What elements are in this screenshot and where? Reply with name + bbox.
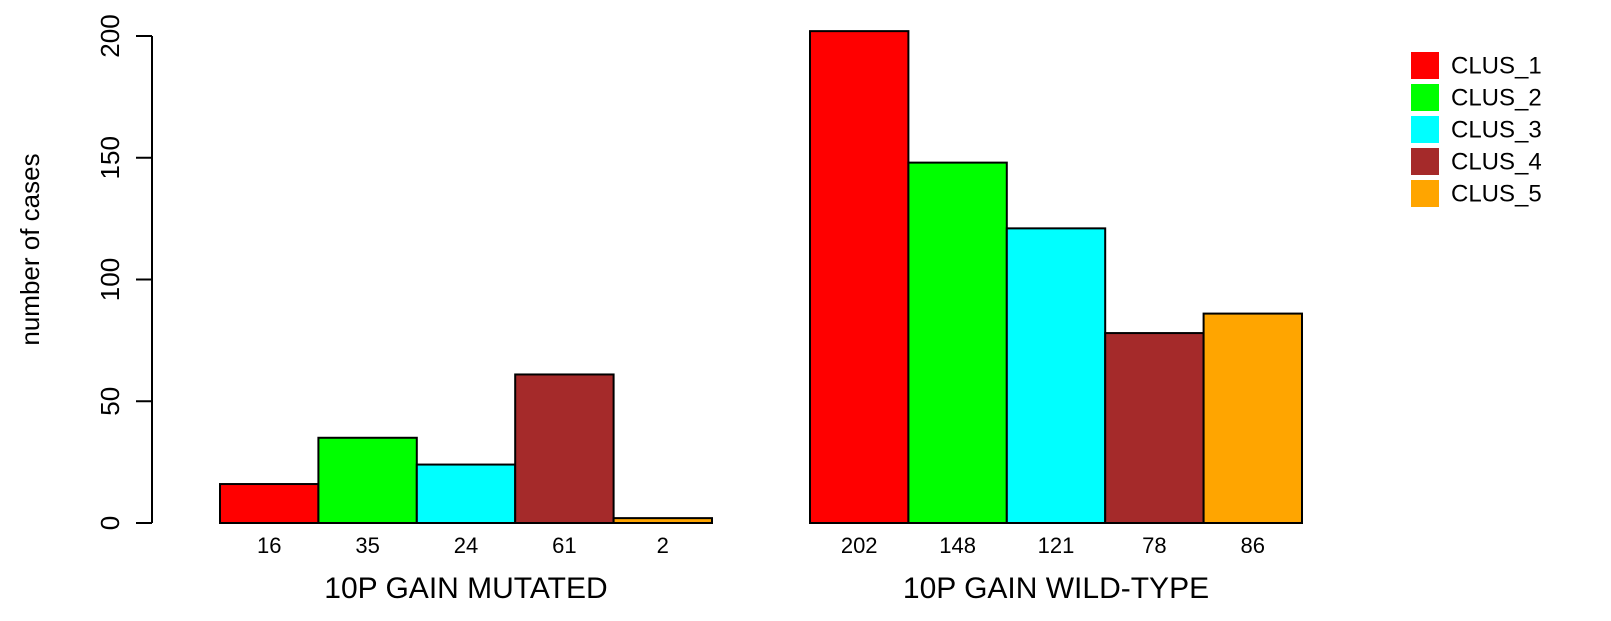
y-axis: 0 50 100 150 200 (95, 14, 153, 530)
legend-label-clus_5: CLUS_5 (1451, 181, 1542, 208)
y-tick-label: 0 (95, 516, 125, 530)
bar-1-clus_1 (809, 30, 910, 524)
legend-swatch-clus_3 (1411, 116, 1439, 143)
y-axis-title: number of cases (15, 153, 45, 345)
bar-0-clus_5 (612, 517, 713, 525)
legend-label-clus_1: CLUS_1 (1451, 53, 1542, 80)
group-label: 10P GAIN MUTATED (324, 572, 607, 605)
y-tick-label: 150 (95, 136, 125, 179)
y-tick-label: 200 (95, 14, 125, 57)
bar-1-clus_4 (1104, 332, 1205, 524)
legend-swatch-clus_5 (1411, 180, 1439, 207)
legend-swatch-clus_2 (1411, 84, 1439, 111)
bar-count-label: 121 (1038, 533, 1075, 558)
legend-label-clus_3: CLUS_3 (1451, 117, 1542, 144)
legend-swatch-clus_1 (1411, 52, 1439, 79)
bar-1-clus_2 (907, 161, 1008, 524)
bar-count-label: 78 (1142, 533, 1166, 558)
bar-count-label: 24 (454, 533, 478, 558)
bar-0-clus_4 (514, 373, 615, 524)
bar-1-clus_5 (1202, 312, 1303, 524)
bars (219, 30, 1303, 525)
bar-count-label: 86 (1241, 533, 1265, 558)
group-label: 10P GAIN WILD-TYPE (903, 572, 1209, 605)
bar-count-label: 61 (552, 533, 576, 558)
bar-count-label: 35 (355, 533, 379, 558)
y-tick-label: 100 (95, 258, 125, 301)
y-tick-label: 50 (95, 387, 125, 416)
bar-count-label: 202 (841, 533, 878, 558)
bar-count-label: 2 (657, 533, 669, 558)
group-labels: 10P GAIN MUTATED 10P GAIN WILD-TYPE (324, 572, 1209, 605)
bar-count-label: 148 (939, 533, 976, 558)
count-labels: 16 35 24 61 2 202 148 121 78 86 (257, 533, 1265, 558)
legend: CLUS_1 CLUS_2 CLUS_3 CLUS_4 CLUS_5 (1411, 52, 1542, 208)
legend-label-clus_2: CLUS_2 (1451, 85, 1542, 112)
legend-label-clus_4: CLUS_4 (1451, 149, 1542, 176)
bar-0-clus_3 (415, 463, 517, 524)
bar-1-clus_3 (1005, 227, 1107, 525)
bar-0-clus_1 (219, 483, 320, 525)
bar-count-label: 16 (257, 533, 281, 558)
bar-0-clus_2 (317, 436, 418, 524)
legend-swatch-clus_4 (1411, 148, 1439, 175)
